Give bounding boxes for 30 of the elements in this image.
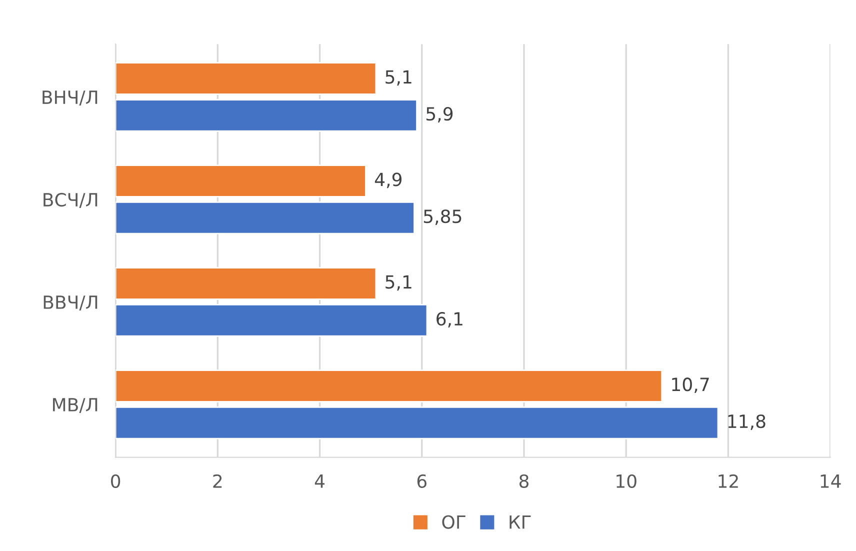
bar bbox=[116, 202, 415, 234]
bar bbox=[116, 164, 366, 198]
data-label: 11,8 bbox=[728, 414, 766, 430]
legend-label: КГ bbox=[510, 515, 531, 529]
data-label: 5,9 bbox=[426, 107, 453, 123]
x-tick-label: 2 bbox=[213, 474, 222, 488]
y-tick-label: ВНЧ/Л bbox=[42, 90, 98, 106]
bar bbox=[116, 370, 663, 402]
data-label: 10,7 bbox=[672, 378, 709, 394]
bar bbox=[116, 99, 418, 132]
x-tick-label: 12 bbox=[718, 474, 738, 488]
y-tick-label: ВСЧ/Л bbox=[44, 192, 98, 208]
y-tick-label: ВВЧ/Л bbox=[44, 296, 98, 310]
x-tick-label: 6 bbox=[417, 474, 426, 488]
bar bbox=[116, 406, 719, 440]
bar bbox=[116, 304, 428, 337]
x-tick-label: 8 bbox=[519, 474, 529, 488]
data-label: 5,1 bbox=[386, 70, 412, 86]
bar bbox=[116, 62, 377, 95]
bar bbox=[116, 267, 377, 300]
x-tick-label: 10 bbox=[616, 474, 636, 488]
data-label: 5,1 bbox=[386, 275, 412, 291]
x-tick-label: 0 bbox=[111, 474, 120, 488]
x-tick-label: 4 bbox=[314, 474, 325, 488]
data-label: 4,9 bbox=[374, 172, 402, 188]
data-label: 5,85 bbox=[424, 209, 462, 225]
legend-label: ОГ bbox=[442, 515, 466, 529]
x-tick-label: 14 bbox=[820, 474, 841, 488]
y-tick-label: МВ/Л bbox=[53, 398, 98, 413]
data-label: 6,1 bbox=[436, 312, 462, 328]
